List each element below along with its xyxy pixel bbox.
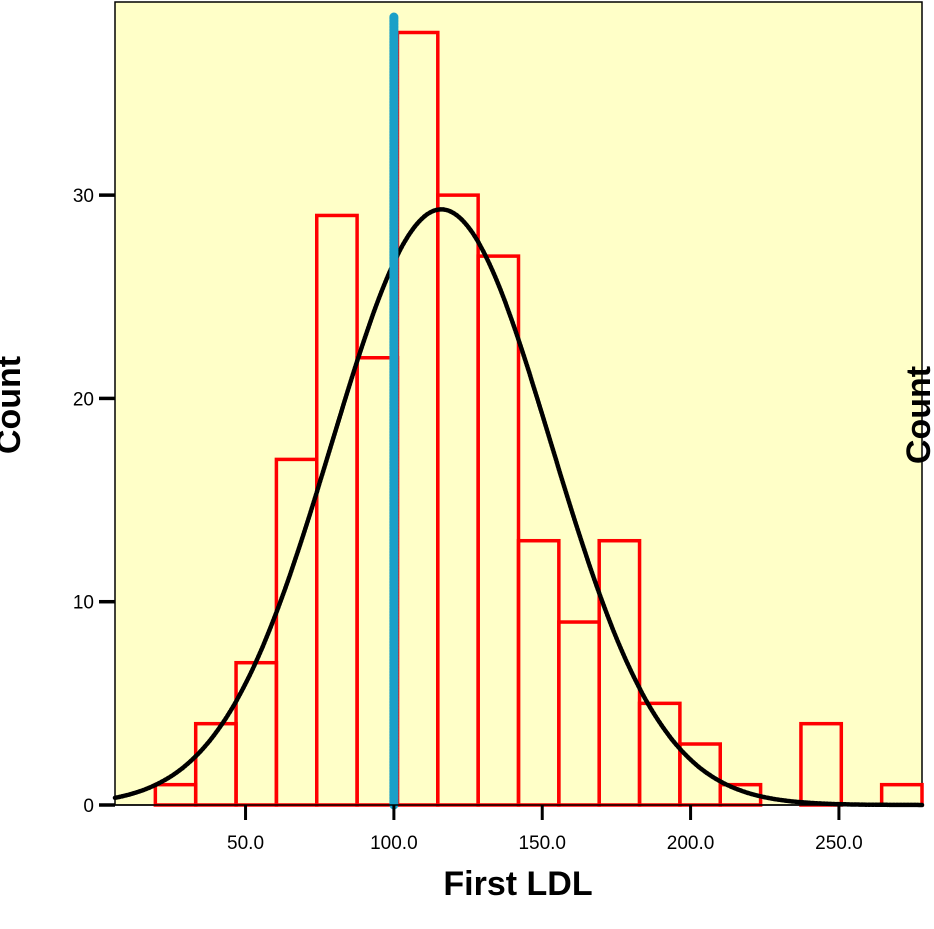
y-axis-ticks: 0 10 20 30 xyxy=(73,186,115,817)
y-tick-label: 10 xyxy=(73,593,94,614)
normal-curve xyxy=(112,207,925,808)
x-tick-label: 100.0 xyxy=(370,833,418,854)
x-tick-label: 200.0 xyxy=(667,833,715,854)
y-axis-title-right: Count xyxy=(900,366,934,464)
y-tick-label: 30 xyxy=(73,186,94,207)
x-tick-label: 250.0 xyxy=(815,833,863,854)
x-tick-label: 50.0 xyxy=(227,833,264,854)
x-tick-label: 150.0 xyxy=(518,833,566,854)
y-tick-label: 20 xyxy=(73,389,94,410)
y-axis-title-left: Count xyxy=(0,356,28,454)
x-axis-ticks: 50.0 100.0 150.0 200.0 250.0 xyxy=(227,805,863,854)
normal-curve-layer xyxy=(112,207,925,808)
y-tick-label: 0 xyxy=(83,796,94,817)
x-axis-title: First LDL xyxy=(443,865,592,903)
